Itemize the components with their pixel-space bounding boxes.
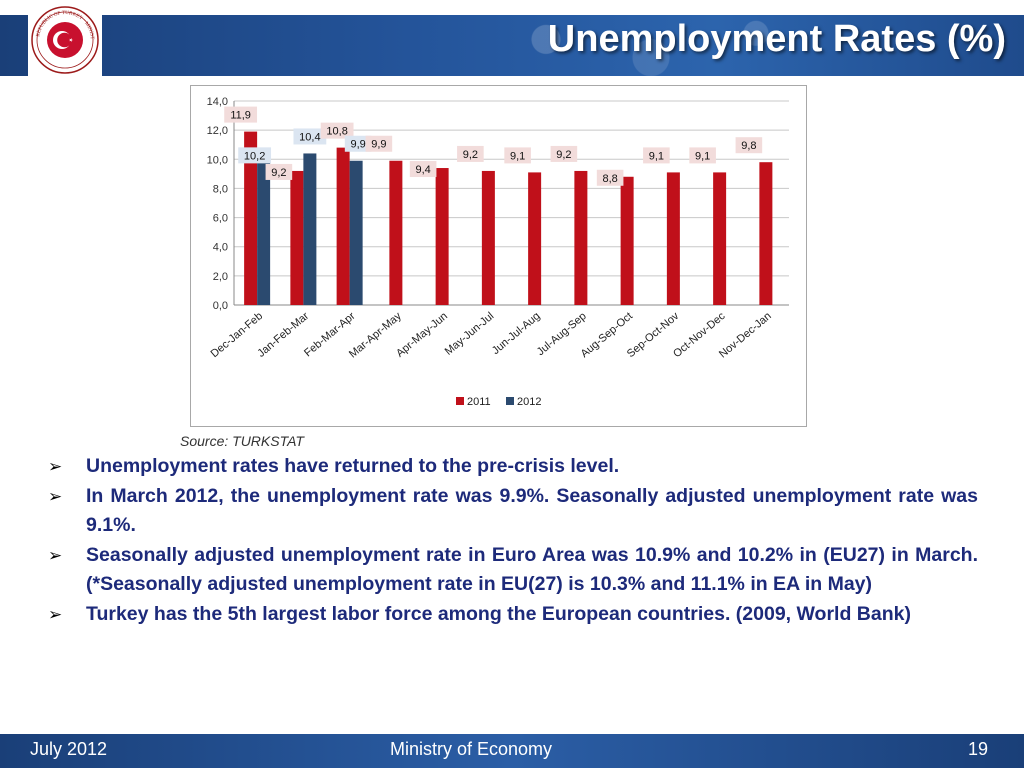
y-tick-label: 14,0 <box>207 96 228 108</box>
footer-bar: July 2012 Ministry of Economy 19 <box>0 734 1024 768</box>
x-tick-label: May-Jun-Jul <box>443 310 497 358</box>
arrow-bullet-icon: ➢ <box>48 486 63 506</box>
data-label-2011: 9,1 <box>695 150 710 162</box>
y-tick-label: 2,0 <box>213 271 228 283</box>
bullet-text: Unemployment rates have returned to the … <box>86 455 620 477</box>
footer-page-number: 19 <box>967 739 988 759</box>
y-tick-label: 4,0 <box>213 242 228 254</box>
data-label-2011-bg <box>689 147 716 164</box>
bullet-list: ➢ Unemployment rates have returned to the… <box>46 452 978 629</box>
bullet-item: ➢ In March 2012, the unemployment rate wa… <box>46 482 978 541</box>
data-label-2011: 9,2 <box>556 149 571 161</box>
bullet-text: Seasonally adjusted unemployment rate in… <box>86 543 978 596</box>
bar-2012 <box>303 153 317 305</box>
data-label-2011-bg <box>596 169 624 186</box>
data-label-2011-bg <box>265 163 293 180</box>
bullet-item: ➢ Turkey has the 5th largest labor force … <box>46 600 978 630</box>
bar-2011 <box>713 172 727 305</box>
data-label-2011: 11,9 <box>230 110 251 122</box>
bar-2011 <box>336 147 350 305</box>
data-label-2011-bg <box>504 147 531 164</box>
data-label-2011: 9,2 <box>271 167 286 179</box>
bar-2011 <box>290 170 304 305</box>
bar-2011 <box>389 160 403 305</box>
data-label-2012: 10,4 <box>299 131 320 143</box>
header-map-decoration <box>420 15 840 76</box>
data-label-2011: 9,9 <box>371 139 386 151</box>
bar-2011 <box>574 170 588 305</box>
arrow-bullet-icon: ➢ <box>48 457 63 476</box>
y-tick-label: 10,0 <box>207 154 228 166</box>
data-label-2012: 9,9 <box>350 139 365 151</box>
bar-2011 <box>244 131 258 305</box>
header-bar <box>0 15 1024 76</box>
footer-date: July 2012 <box>30 739 108 759</box>
arrow-bullet-icon: ➢ <box>48 604 63 624</box>
data-label-2011-bg <box>320 122 354 139</box>
ministry-logo: REPUBLIC OF TURKEY · MINISTRY OF ECONOMY <box>26 0 102 76</box>
data-label-2011-bg <box>224 106 258 123</box>
data-label-2011-bg <box>643 147 670 164</box>
bar-2011 <box>759 162 773 305</box>
arrow-bullet-icon: ➢ <box>48 545 63 565</box>
data-label-2011-bg <box>409 161 437 178</box>
footer-org: Ministry of Economy <box>390 739 553 759</box>
data-label-2012-bg <box>344 135 372 152</box>
legend-swatch-2012 <box>506 397 514 405</box>
data-label-2011: 10,8 <box>326 126 347 138</box>
data-label-2011: 8,8 <box>602 173 617 185</box>
unemployment-chart: 0,0 2,0 4,0 6,0 8,0 10,0 12,0 14,0 Dec-Jan-Feb Ja… <box>190 85 807 427</box>
bar-2011 <box>620 176 634 305</box>
data-label-2011: 9,1 <box>649 150 664 162</box>
data-label-2012: 10,2 <box>244 150 265 162</box>
data-label-2011: 9,8 <box>741 140 756 152</box>
data-label-2011: 9,4 <box>415 164 430 176</box>
legend-swatch-2011 <box>456 397 464 405</box>
bullet-item: ➢ Unemployment rates have returned to the… <box>46 452 978 482</box>
data-label-2011-bg <box>365 135 393 152</box>
y-tick-label: 6,0 <box>213 213 228 225</box>
bar-2011 <box>481 170 495 305</box>
legend-label-2011: 2011 <box>467 396 491 408</box>
data-label-2012-bg <box>238 147 272 164</box>
bullet-text: In March 2012, the unemployment rate was… <box>86 484 978 537</box>
bullet-text: Turkey has the 5th largest labor force a… <box>86 602 911 625</box>
data-label-2011-bg <box>735 137 763 154</box>
data-label-2011: 9,2 <box>463 149 478 161</box>
source-note: Source: TURKSTAT <box>180 433 304 449</box>
x-tick-label: Apr-May-Jun <box>394 310 450 360</box>
data-label-2011-bg <box>457 145 484 162</box>
chart-canvas: 0,02,04,06,08,010,012,014,0Dec-Jan-FebJa… <box>207 96 789 408</box>
bar-2011 <box>435 168 449 305</box>
y-tick-label: 12,0 <box>207 125 228 137</box>
bar-2011 <box>666 172 680 305</box>
bar-2011 <box>528 172 542 305</box>
data-label-2012-bg <box>293 128 327 145</box>
slide-title: Unemployment Rates (%) <box>547 18 1006 60</box>
data-label-2011: 9,1 <box>510 150 525 162</box>
bar-2012 <box>257 156 271 305</box>
legend-label-2012: 2012 <box>517 396 541 408</box>
bullet-item: ➢ Seasonally adjusted unemployment rate i… <box>46 541 978 600</box>
data-label-2011-bg <box>550 145 578 162</box>
bar-2012 <box>349 160 363 305</box>
turkey-ministry-seal-icon: REPUBLIC OF TURKEY · MINISTRY OF ECONOMY <box>26 0 99 74</box>
y-tick-label: 0,0 <box>213 300 228 312</box>
y-tick-label: 8,0 <box>213 183 228 195</box>
